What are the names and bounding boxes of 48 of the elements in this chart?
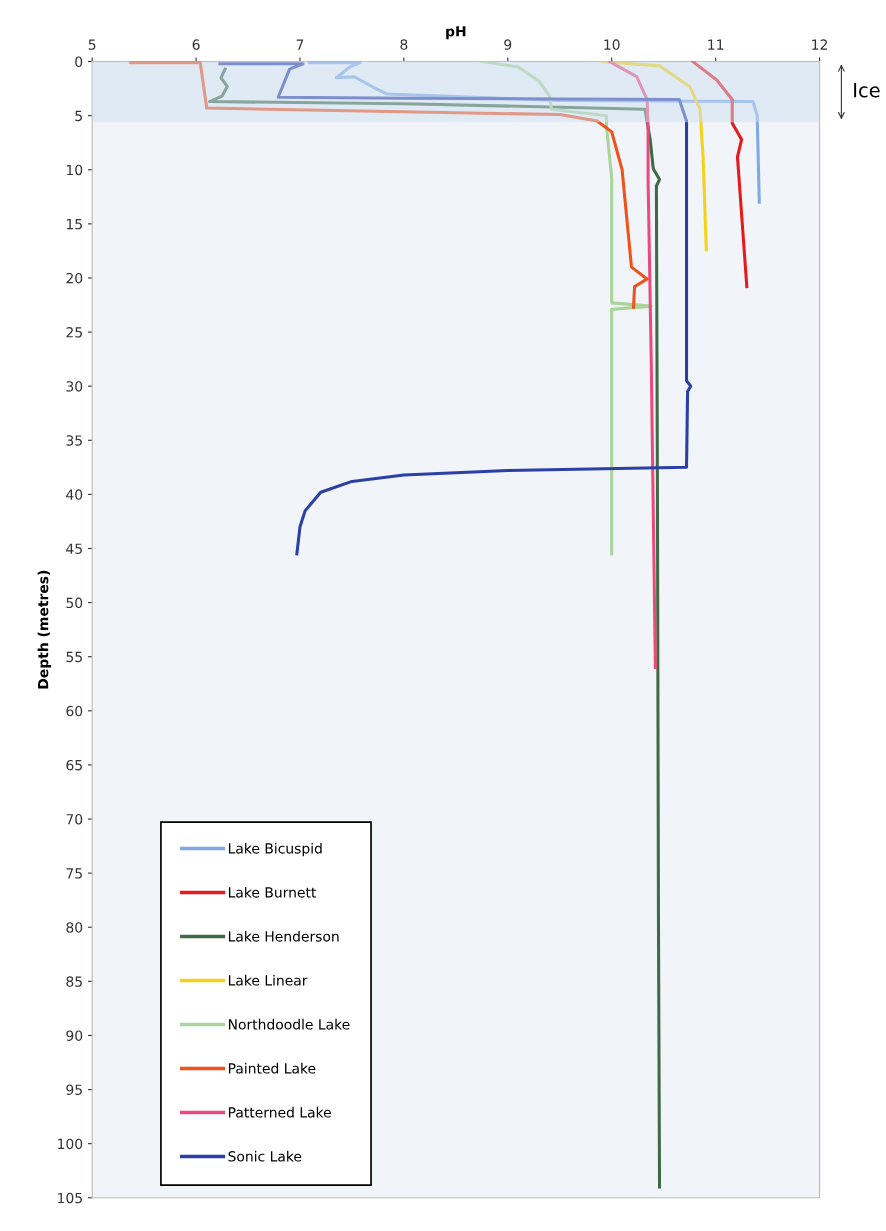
line-series xyxy=(480,61,653,556)
legend-label: Lake Burnett xyxy=(228,886,317,898)
legend-label: Painted Lake xyxy=(228,1062,316,1074)
legend-label: Lake Bicuspid xyxy=(228,842,322,857)
y-tick-label: 35 xyxy=(66,435,82,446)
y-axis-title: Depth (metres) xyxy=(37,570,52,689)
x-tick-label: 12 xyxy=(812,39,827,50)
legend-label: Lake Henderson xyxy=(228,930,339,942)
y-tick-label: 0 xyxy=(75,56,83,68)
legend-label: Sonic Lake xyxy=(228,1150,302,1162)
y-tick-label: 75 xyxy=(66,868,82,879)
legend-label: Northdoodle Lake xyxy=(228,1018,350,1030)
legend-label: Patterned Lake xyxy=(228,1106,331,1118)
y-tick-label: 80 xyxy=(66,922,83,933)
x-axis-title: pH xyxy=(446,26,466,40)
y-tick-label: 65 xyxy=(66,759,82,771)
y-tick-label: 90 xyxy=(66,1030,83,1041)
x-tick-label: 9 xyxy=(504,39,512,50)
y-tick-label: 40 xyxy=(66,489,83,500)
y-tick-label: 10 xyxy=(66,164,83,176)
line-series xyxy=(208,67,662,1189)
x-tick-label: 10 xyxy=(604,39,620,50)
line-series xyxy=(600,61,708,252)
legend-label: Lake Linear xyxy=(228,974,308,986)
y-tick-label: 85 xyxy=(66,976,82,987)
x-tick-label: 7 xyxy=(296,39,304,50)
y-tick-label: 5 xyxy=(75,110,82,122)
y-tick-label: 100 xyxy=(58,1138,83,1150)
y-tick-label: 20 xyxy=(66,272,83,284)
y-tick-label: 50 xyxy=(66,597,83,609)
line-series xyxy=(608,61,657,670)
band-label: Ice xyxy=(854,83,880,98)
y-tick-label: 30 xyxy=(66,381,83,392)
y-tick-label: 70 xyxy=(66,813,83,825)
y-tick-label: 25 xyxy=(66,327,82,338)
y-tick-label: 95 xyxy=(66,1084,82,1096)
x-tick-label: 5 xyxy=(88,39,96,50)
x-tick-label: 6 xyxy=(192,39,200,50)
y-tick-label: 55 xyxy=(66,651,82,663)
y-tick-label: 15 xyxy=(66,219,82,230)
line-series xyxy=(218,62,693,556)
y-tick-label: 45 xyxy=(66,543,82,554)
y-tick-label: 60 xyxy=(66,705,83,717)
x-tick-label: 11 xyxy=(708,39,724,50)
line-series xyxy=(691,61,749,289)
line-series xyxy=(129,61,649,309)
y-tick-label: 105 xyxy=(58,1192,82,1204)
x-tick-label: 8 xyxy=(400,39,408,50)
